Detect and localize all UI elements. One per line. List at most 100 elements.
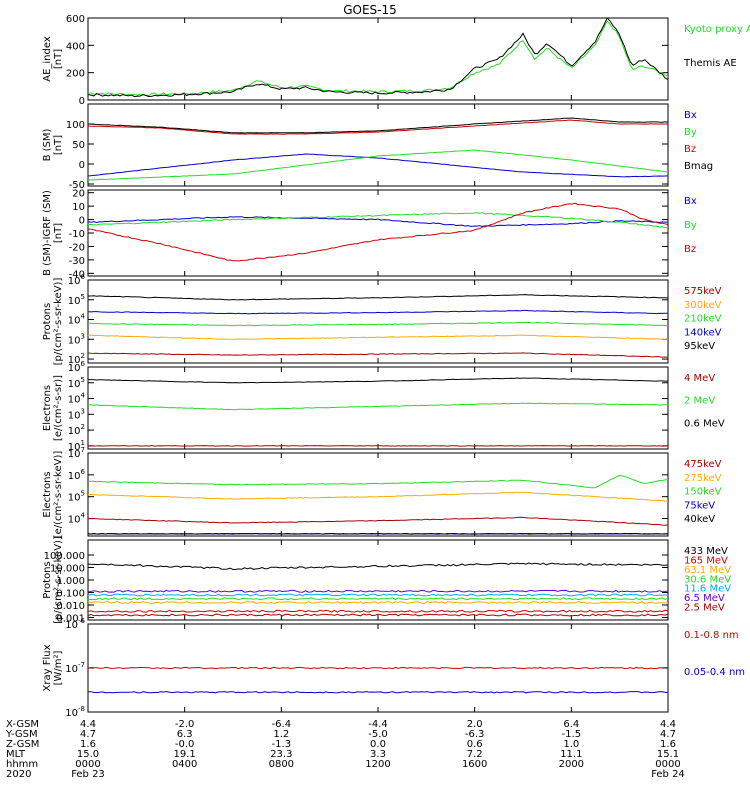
series-group <box>88 117 668 181</box>
series-95kev <box>88 294 668 301</box>
y-axis-label: Protons <box>42 561 53 598</box>
y-tick-label: 104 <box>68 392 86 406</box>
legend-entry: Bx <box>684 110 697 121</box>
footer-cell: 0800 <box>269 759 294 770</box>
legend-entry: 0.1-0.8 nm <box>684 630 739 641</box>
footer-cell: 0.6 <box>467 739 483 750</box>
series-group <box>88 475 668 535</box>
y-tick-label: -50 <box>69 180 85 191</box>
y-tick-label: -40 <box>69 269 85 280</box>
legend-entry: 2 MeV <box>684 396 715 407</box>
footer-cell: 15.0 <box>77 749 99 760</box>
series-475kev <box>88 516 668 526</box>
y-tick-label: -30 <box>69 256 85 267</box>
y-tick-label: 10-7 <box>65 661 85 675</box>
y-tick-label: 0.100 <box>56 589 85 600</box>
series-group <box>88 18 668 98</box>
footer-row-label: Y-GSM <box>5 729 38 740</box>
y-tick-label: 106 <box>68 360 86 374</box>
y-tick-label: 100 <box>66 120 85 131</box>
legend-entry: 4 MeV <box>684 373 715 384</box>
y-axis-units: [nT] <box>53 135 64 155</box>
footer-cell: 4.4 <box>80 719 96 730</box>
y-axis-units: [nT] <box>53 49 64 69</box>
series-30-6-mev <box>88 597 668 601</box>
footer-row-label: X-GSM <box>6 719 39 730</box>
y-tick-label: 10-8 <box>65 705 85 719</box>
y-axis-units: [e/(cm²-s-sr)] <box>53 375 64 441</box>
footer-cell: -6.4 <box>272 719 292 730</box>
footer-cell: -4.4 <box>368 719 388 730</box>
legend-entry: 0.05-0.4 nm <box>684 667 745 678</box>
y-tick-label: 104 <box>68 313 86 327</box>
footer-cell: -0.0 <box>175 739 195 750</box>
legend-entry: By <box>684 220 697 231</box>
panel-3: -40 -30 -20 -10 0 10 20 B (SM)-IGRF (SM) [nT] Bx B… <box>42 189 697 281</box>
series-group <box>88 562 668 617</box>
legend-entry: Kyoto proxy AE <box>684 24 750 35</box>
panel-1: 0 200 400 600 AE_index[nT] Kyoto proxy AE Them… <box>42 14 750 107</box>
series-2-mev <box>88 402 668 411</box>
footer-cell: Feb 23 <box>71 769 105 780</box>
series-275kev <box>88 491 668 502</box>
footer-row-label: hhmm <box>6 759 38 770</box>
y-tick-label: 103 <box>68 332 85 346</box>
y-axis-label: Xray Flux <box>42 644 53 691</box>
footer-cell: 4.7 <box>80 729 96 740</box>
footer-cell: 1600 <box>462 759 487 770</box>
footer-cell: 2000 <box>559 759 584 770</box>
footer-cell: 1.6 <box>660 739 676 750</box>
y-tick-label: 20 <box>72 189 85 200</box>
footer-cell: -1.3 <box>272 739 292 750</box>
legend-entry: By <box>684 127 697 138</box>
legend-entry: 11.6 MeV <box>684 584 731 595</box>
legend-entry: 63.1 MeV <box>684 565 731 576</box>
y-tick-label: -10 <box>69 229 85 240</box>
series-575kev <box>88 352 668 358</box>
legend-entry: 150keV <box>684 487 722 498</box>
panel-frame <box>87 279 669 364</box>
y-axis-units: [nT] <box>53 223 64 243</box>
legend-entry: 475keV <box>684 459 722 470</box>
y-tick-label: 10.000 <box>50 564 85 575</box>
y-tick-label: 0.010 <box>56 601 85 612</box>
footer-cell: 6.4 <box>563 719 579 730</box>
series-433-mev <box>88 562 668 571</box>
y-tick-label: 0 <box>79 96 85 107</box>
y-tick-label: 105 <box>68 376 85 390</box>
legend-entry: Bz <box>684 144 696 155</box>
legend-entry: 575keV <box>684 286 722 297</box>
y-axis-units: [p/(cm²-s-sr-keV)] <box>53 536 64 624</box>
footer-cell: 3.3 <box>370 749 386 760</box>
legend-entry: 275keV <box>684 473 722 484</box>
footer-cell: 15.1 <box>657 749 679 760</box>
y-tick-label: 102 <box>68 423 85 437</box>
legend-entry: 140keV <box>684 327 722 338</box>
series-group <box>88 294 668 358</box>
y-axis-label: Electrons <box>42 471 53 517</box>
series-kyoto-proxy-ae <box>88 19 668 97</box>
legend-entry: 210keV <box>684 314 722 325</box>
footer-cell: 1.2 <box>273 729 289 740</box>
legend-entry: Themis AE <box>683 58 737 69</box>
legend-entry: 2.5 MeV <box>684 603 725 614</box>
y-tick-label: 0 <box>79 160 85 171</box>
series-group <box>88 377 668 447</box>
y-tick-label: 105 <box>68 293 85 307</box>
series-6-5-mev <box>88 589 668 593</box>
series-150kev <box>88 475 668 489</box>
series-bz <box>88 119 668 135</box>
panel-6: 104 105 106 107 Electrons [e/(cm²-s-sr-keV)] 4… <box>42 446 722 538</box>
series-bx <box>88 153 668 178</box>
y-tick-label: 106 <box>68 273 86 287</box>
footer-cell: -1.5 <box>562 729 582 740</box>
legend-entry: Bz <box>684 244 696 255</box>
legend-entry: 75keV <box>684 500 715 511</box>
footer-cell: 2.0 <box>467 719 483 730</box>
series-300kev <box>88 334 668 340</box>
series-bmag <box>88 117 668 134</box>
series-2-5-mev <box>88 613 668 617</box>
footer-cell: 0000 <box>655 759 680 770</box>
